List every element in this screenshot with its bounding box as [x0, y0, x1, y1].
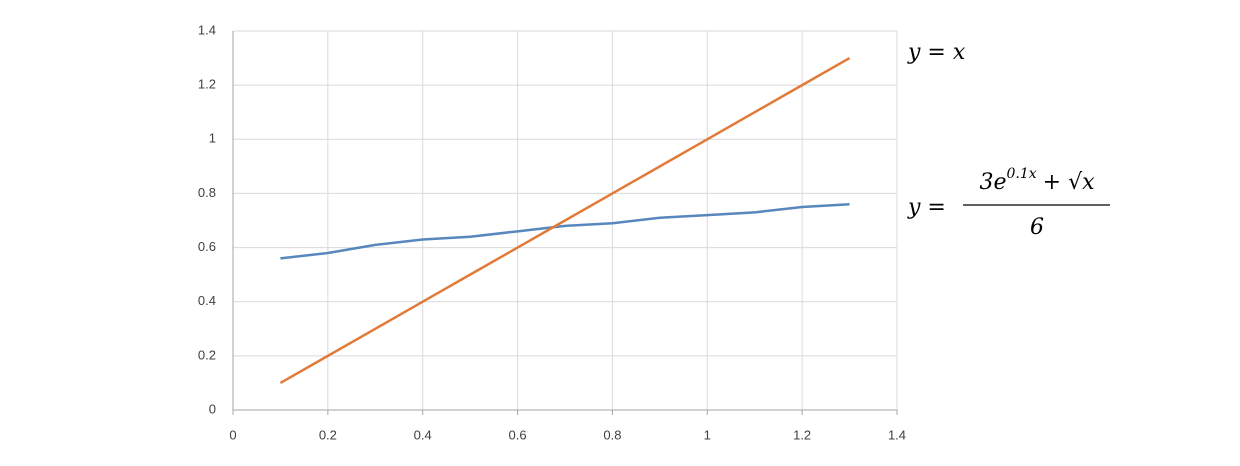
x-tick-label: 0.4: [414, 427, 432, 442]
y-tick-label: 0.4: [198, 293, 216, 308]
equation-lhs: y =: [907, 195, 946, 220]
numerator-rest: + √x: [1043, 170, 1095, 195]
x-tick-label: 0: [229, 427, 236, 442]
x-tick-label: 0.2: [319, 427, 337, 442]
x-tick-label: 1.2: [793, 427, 811, 442]
y-tick-label: 0: [209, 401, 216, 416]
equation-label: y = x: [907, 40, 966, 65]
y-tick-label: 0.6: [198, 239, 216, 254]
y-tick-label: 1.4: [198, 22, 216, 37]
equation-denominator: 6: [1030, 215, 1044, 240]
x-tick-label: 1.4: [888, 427, 906, 442]
data-line: [279, 56, 851, 385]
numerator-exponent: 0.1x: [1007, 166, 1037, 182]
y-tick-label: 0.2: [198, 347, 216, 362]
equation-numerator: 3e0.1x + √x: [979, 166, 1095, 195]
y-tick-label: 1.2: [198, 77, 216, 92]
x-tick-label: 0.8: [603, 427, 621, 442]
numerator-base: 3e: [979, 170, 1006, 195]
x-tick-label: 1: [704, 427, 711, 442]
data-line: [280, 203, 850, 260]
y-tick-label: 1: [209, 131, 216, 146]
y-tick-label: 0.8: [198, 185, 216, 200]
x-tick-label: 0.6: [509, 427, 527, 442]
